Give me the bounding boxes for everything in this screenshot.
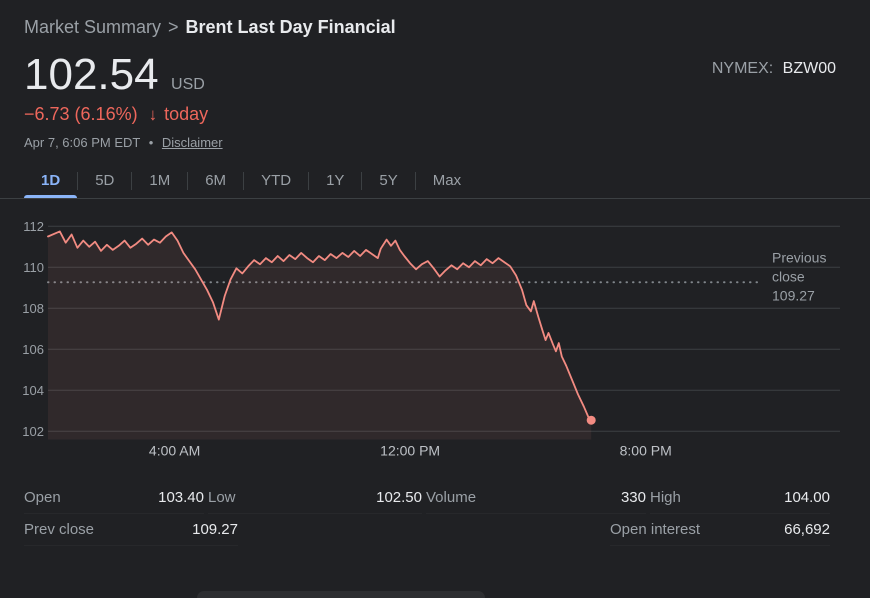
tab-separator: [243, 172, 245, 190]
last-price-dot: [586, 415, 596, 425]
stat-value: 102.50: [376, 489, 422, 506]
tab-separator: [308, 172, 310, 190]
previous-close-label: Previous: [772, 249, 826, 265]
bullet-separator: •: [148, 135, 154, 150]
tab-separator: [187, 172, 189, 190]
y-axis-label: 108: [22, 301, 44, 316]
x-axis-label: 4:00 AM: [149, 443, 200, 459]
stat-label: High: [650, 489, 681, 506]
current-price: 102.54: [24, 50, 159, 99]
breadcrumb-market-summary[interactable]: Market Summary: [24, 17, 162, 37]
y-axis-label: 102: [22, 424, 44, 439]
price-line: [47, 230, 593, 422]
breadcrumb-title: Brent Last Day Financial: [185, 17, 396, 37]
x-axis-label: 12:00 PM: [380, 443, 440, 459]
stat-high: High 104.00: [650, 482, 830, 514]
disclaimer-link[interactable]: Disclaimer: [161, 135, 223, 150]
breadcrumb: Market Summary > Brent Last Day Financial: [0, 0, 870, 38]
tab-6m[interactable]: 6M: [205, 172, 227, 189]
stat-value: 109.27: [192, 521, 238, 538]
time-range-tabs: 1D 5D 1M 6M YTD 1Y 5Y Max: [0, 164, 870, 199]
tab-5d[interactable]: 5D: [95, 172, 115, 189]
down-arrow-icon: ↓: [148, 105, 158, 124]
stat-value: 330: [620, 489, 646, 506]
price-area-fill: [48, 231, 592, 440]
tab-1m[interactable]: 1M: [149, 172, 171, 189]
stat-value: 66,692: [784, 521, 830, 538]
price-chart-svg[interactable]: 102 104 106 108 110 112 4:00 AM 12:00 PM 8:00 PM…: [0, 206, 870, 476]
price-change: −6.73 (6.16%) ↓ today: [0, 98, 870, 125]
stat-label: Low: [208, 489, 236, 506]
previous-close-label: close: [772, 268, 805, 284]
change-suffix: today: [164, 104, 209, 124]
previous-close-label: 109.27: [772, 287, 815, 303]
stat-label: Prev close: [24, 521, 95, 538]
change-value: −6.73 (6.16%): [24, 104, 138, 124]
currency-label: USD: [171, 76, 205, 93]
tab-separator: [77, 172, 79, 190]
stat-volume: Volume 330: [426, 482, 646, 514]
y-axis-label: 106: [22, 342, 44, 357]
stat-open: Open 103.40: [24, 482, 204, 514]
quote-header: 102.54 USD NYMEX: BZW00: [0, 38, 870, 98]
y-axis-label: 112: [23, 219, 44, 234]
chart-container: 102 104 106 108 110 112 4:00 AM 12:00 PM 8:00 PM…: [0, 206, 870, 476]
stat-low: Low 102.50: [208, 482, 422, 514]
exchange-label: NYMEX:: [711, 60, 774, 77]
key-stats-table: Open 103.40 Low 102.50 Volume 330 High 104.00 Pr…: [0, 476, 870, 546]
tab-separator: [414, 172, 416, 190]
stat-label: Open: [24, 489, 61, 506]
stat-label: Volume: [426, 489, 477, 506]
x-axis-label: 8:00 PM: [620, 443, 672, 459]
tab-1y[interactable]: 1Y: [326, 172, 345, 189]
breadcrumb-separator: >: [168, 17, 179, 37]
y-axis-label: 104: [22, 383, 44, 398]
stat-value: 103.40: [158, 489, 204, 506]
tab-1d[interactable]: 1D: [24, 164, 78, 198]
tab-ytd[interactable]: YTD: [261, 172, 292, 189]
y-axis-label: 110: [23, 260, 44, 275]
timestamp-row: Apr 7, 6:06 PM EDT • Disclaimer: [0, 125, 870, 150]
ticker-symbol: BZW00: [782, 60, 836, 77]
stat-value: 104.00: [784, 489, 830, 506]
stat-label: Open interest: [610, 521, 701, 538]
price-block: 102.54 USD: [24, 52, 205, 98]
next-card-partial: [197, 591, 485, 598]
quote-timestamp: Apr 7, 6:06 PM EDT: [24, 135, 141, 150]
tab-separator: [361, 172, 363, 190]
tab-max[interactable]: Max: [432, 172, 462, 189]
tab-5y[interactable]: 5Y: [379, 172, 398, 189]
exchange-info: NYMEX: BZW00: [712, 60, 836, 78]
tab-separator: [131, 172, 133, 190]
stat-prev-close: Prev close 109.27: [24, 514, 238, 546]
stat-open-interest: Open interest 66,692: [610, 514, 830, 546]
